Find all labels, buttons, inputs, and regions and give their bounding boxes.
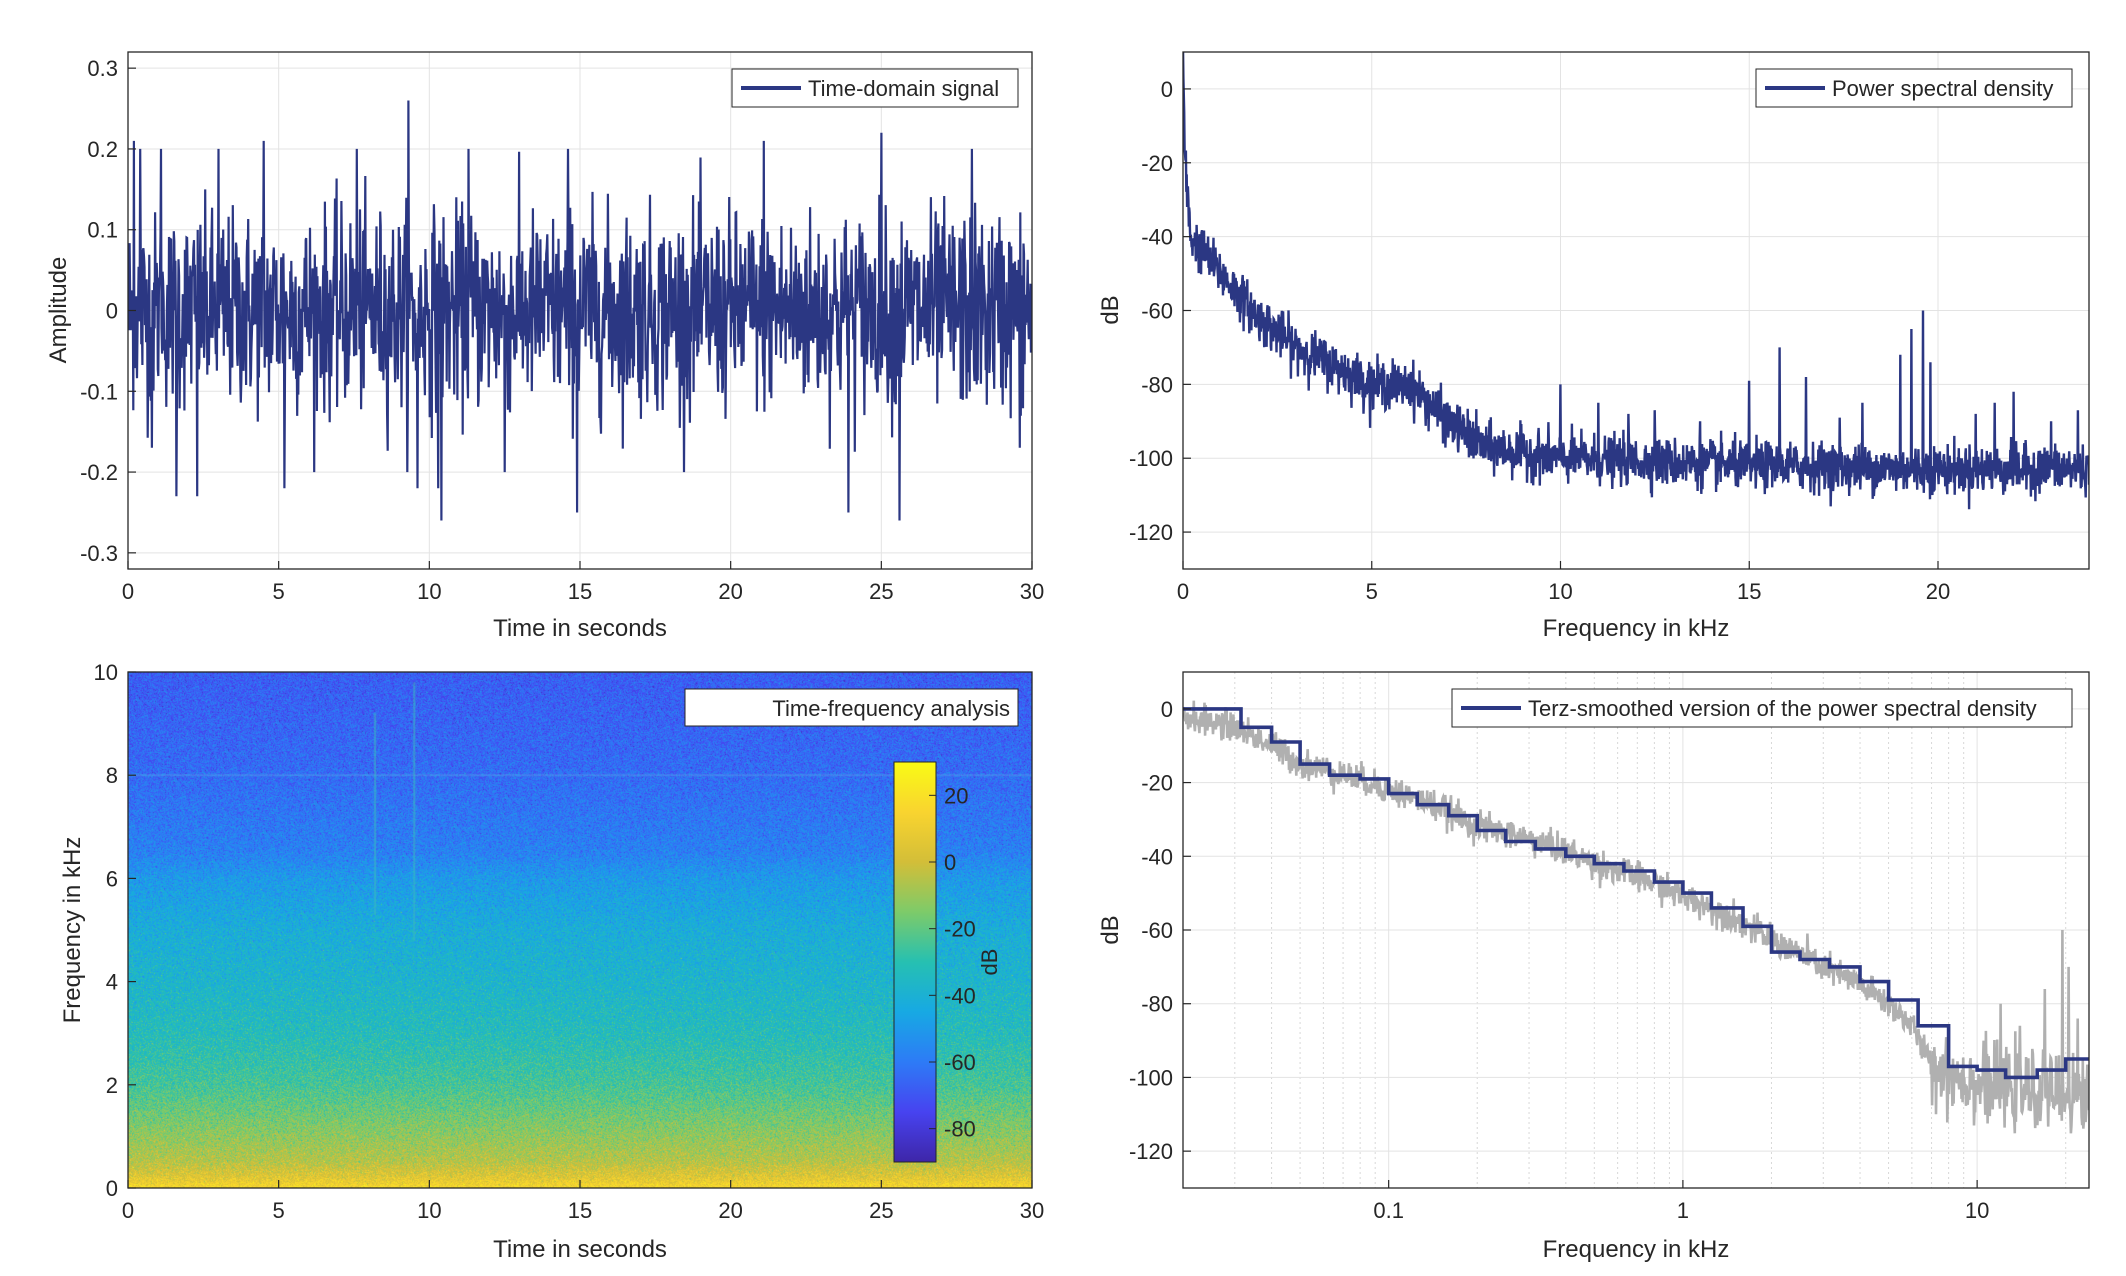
colorbar: 20 0 -20 -40 -60 -80 dB — [893, 761, 1002, 1163]
x-tick-label: 20 — [1926, 579, 1950, 604]
legend: Time-frequency analysis — [684, 688, 1019, 727]
y-axis-label: Amplitude — [45, 257, 72, 364]
x-tick-label: 10 — [1548, 579, 1572, 604]
terz-panel: 0.1 1 10 0 -20 -40 -60 -80 -100 -120 Frequency i… — [1097, 671, 2090, 1263]
x-tick-label: 20 — [718, 1198, 742, 1223]
colorbar-tick-label: -80 — [944, 1117, 976, 1142]
y-tick-label: -20 — [1141, 771, 1173, 796]
y-tick-label: 0 — [1161, 697, 1173, 722]
legend-box — [1451, 688, 2073, 728]
y-tick-label: -80 — [1141, 372, 1173, 397]
x-tick-label: 25 — [869, 1198, 893, 1223]
x-tick-label: 5 — [1366, 579, 1378, 604]
colorbar-tick-label: 0 — [944, 850, 956, 875]
y-tick-label: -0.2 — [80, 460, 118, 485]
x-tick-label: 0 — [1177, 579, 1189, 604]
x-tick-label: 20 — [718, 579, 742, 604]
legend-label: Time-frequency analysis — [772, 696, 1010, 721]
legend-box — [684, 688, 1019, 727]
y-tick-label: 4 — [106, 970, 118, 995]
legend-label: Power spectral density — [1832, 76, 2053, 101]
x-axis-label: Time in seconds — [493, 1236, 667, 1263]
y-tick-label: -40 — [1141, 225, 1173, 250]
y-tick-label: 0.1 — [87, 218, 118, 243]
x-tick-label: 15 — [1737, 579, 1761, 604]
x-tick-label: 0 — [122, 579, 134, 604]
x-tick-label: 10 — [417, 579, 441, 604]
y-tick-label: -100 — [1129, 446, 1173, 471]
x-tick-labels: 0 5 10 15 20 25 30 — [122, 1180, 1044, 1223]
legend-label: Time-domain signal — [808, 76, 999, 101]
psd-series-line — [1183, 52, 2089, 510]
legend: Power spectral density — [1755, 68, 2073, 108]
x-tick-label: 5 — [273, 579, 285, 604]
y-tick-label: 0 — [106, 1176, 118, 1201]
y-tick-label: -120 — [1129, 1139, 1173, 1164]
y-tick-label: 8 — [106, 763, 118, 788]
x-tick-label: 30 — [1020, 579, 1044, 604]
y-tick-label: -20 — [1141, 151, 1173, 176]
time-domain-panel: 0 5 10 15 20 25 30 0.3 0.2 0.1 0 -0.1 -0.2 -0.3 Time… — [45, 51, 1044, 642]
terz-step-line — [1183, 707, 2089, 1080]
y-tick-labels: 10 8 6 4 2 0 — [94, 660, 136, 1201]
x-tick-labels: 0 5 10 15 20 25 30 — [122, 561, 1044, 604]
y-tick-label: 6 — [106, 866, 118, 891]
colorbar-tick-label: -60 — [944, 1050, 976, 1075]
x-tick-label: 25 — [869, 579, 893, 604]
x-tick-label: 0 — [122, 1198, 134, 1223]
y-tick-labels: 0.3 0.2 0.1 0 -0.1 -0.2 -0.3 — [80, 56, 136, 566]
x-tick-label: 30 — [1020, 1198, 1044, 1223]
raw-psd-gray-line — [1183, 700, 2089, 1134]
x-tick-label: 10 — [1965, 1198, 1989, 1223]
y-tick-label: -40 — [1141, 844, 1173, 869]
y-axis-label: dB — [1097, 915, 1124, 944]
spectrogram-heatmap — [128, 672, 1032, 1188]
x-axis-label: Frequency in kHz — [1543, 1236, 1730, 1263]
y-tick-label: -60 — [1141, 299, 1173, 324]
x-tick-labels: 0.1 1 10 — [1373, 1180, 1989, 1223]
x-tick-label: 0.1 — [1373, 1198, 1404, 1223]
legend-label: Terz-smoothed version of the power spect… — [1528, 696, 2037, 721]
colorbar-tick-labels: 20 0 -20 -40 -60 -80 — [929, 783, 976, 1142]
y-tick-label: -100 — [1129, 1065, 1173, 1090]
legend: Terz-smoothed version of the power spect… — [1451, 688, 2073, 728]
x-tick-labels: 0 5 10 15 20 — [1177, 561, 1950, 604]
x-axis-label: Time in seconds — [493, 615, 667, 642]
y-tick-label: -0.1 — [80, 379, 118, 404]
y-tick-label: 0.3 — [87, 56, 118, 81]
y-tick-label: 2 — [106, 1073, 118, 1098]
y-tick-label: 0 — [1161, 77, 1173, 102]
time-domain-series-line — [128, 100, 1032, 521]
y-tick-label: -80 — [1141, 992, 1173, 1017]
colorbar-tick-label: -40 — [944, 983, 976, 1008]
legend: Time-domain signal — [731, 68, 1019, 108]
y-tick-label: 0 — [106, 299, 118, 324]
y-tick-labels: 0 -20 -40 -60 -80 -100 -120 — [1129, 77, 1191, 545]
psd-panel: 0 5 10 15 20 0 -20 -40 -60 -80 -100 -120 Frequency… — [1097, 51, 2090, 642]
y-axis-label: Frequency in kHz — [59, 837, 86, 1024]
x-tick-label: 5 — [273, 1198, 285, 1223]
y-tick-label: -0.3 — [80, 541, 118, 566]
y-axis-label: dB — [1097, 295, 1124, 324]
x-tick-label: 15 — [568, 1198, 592, 1223]
x-tick-label: 1 — [1677, 1198, 1689, 1223]
y-tick-label: -120 — [1129, 520, 1173, 545]
colorbar-tick-label: 20 — [944, 783, 968, 808]
colorbar-gradient — [893, 761, 937, 1163]
y-tick-labels: 0 -20 -40 -60 -80 -100 -120 — [1129, 697, 1191, 1164]
x-tick-label: 15 — [568, 579, 592, 604]
colorbar-label: dB — [977, 949, 1002, 976]
y-tick-label: 0.2 — [87, 137, 118, 162]
y-tick-label: 10 — [94, 660, 118, 685]
colorbar-tick-label: -20 — [944, 917, 976, 942]
y-tick-label: -60 — [1141, 918, 1173, 943]
x-tick-label: 10 — [417, 1198, 441, 1223]
x-axis-label: Frequency in kHz — [1543, 615, 1730, 642]
